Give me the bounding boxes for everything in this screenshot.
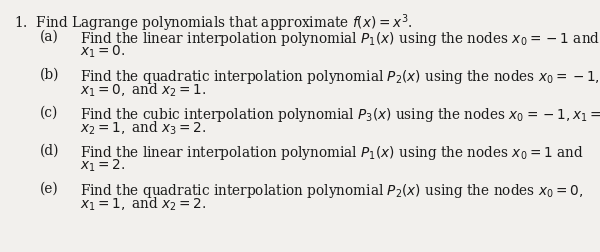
Text: $x_1 = 2.$: $x_1 = 2.$ (80, 158, 125, 174)
Text: $x_2 = 1,$ and $x_3 = 2.$: $x_2 = 1,$ and $x_3 = 2.$ (80, 120, 206, 137)
Text: Find the quadratic interpolation polynomial $P_2(x)$ using the nodes $x_0 = 0,$: Find the quadratic interpolation polynom… (80, 182, 583, 200)
Text: Find the linear interpolation polynomial $P_1(x)$ using the nodes $x_0 = -1$ and: Find the linear interpolation polynomial… (80, 30, 600, 48)
Text: (d): (d) (40, 144, 59, 158)
Text: (c): (c) (40, 106, 58, 120)
Text: Find the quadratic interpolation polynomial $P_2(x)$ using the nodes $x_0 = -1,$: Find the quadratic interpolation polynom… (80, 68, 600, 86)
Text: (a): (a) (40, 30, 59, 44)
Text: $x_1 = 0,$ and $x_2 = 1.$: $x_1 = 0,$ and $x_2 = 1.$ (80, 82, 206, 99)
Text: 1.  Find Lagrange polynomials that approximate $f(x) = x^3$.: 1. Find Lagrange polynomials that approx… (14, 12, 413, 34)
Text: Find the cubic interpolation polynomial $P_3(x)$ using the nodes $x_0 = -1, x_1 : Find the cubic interpolation polynomial … (80, 106, 600, 124)
Text: (e): (e) (40, 182, 59, 196)
Text: Find the linear interpolation polynomial $P_1(x)$ using the nodes $x_0 = 1$ and: Find the linear interpolation polynomial… (80, 144, 583, 162)
Text: (b): (b) (40, 68, 59, 82)
Text: $x_1 = 1,$ and $x_2 = 2.$: $x_1 = 1,$ and $x_2 = 2.$ (80, 196, 206, 213)
Text: $x_1 = 0.$: $x_1 = 0.$ (80, 44, 125, 60)
